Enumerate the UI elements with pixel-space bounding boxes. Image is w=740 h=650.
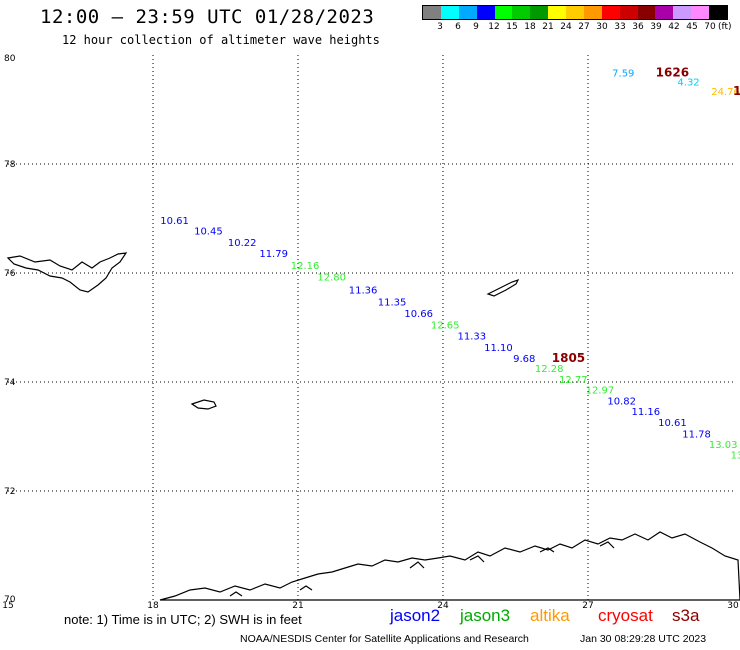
legend-value-label: 70 [704, 22, 716, 32]
unit-label: (ft) [718, 22, 732, 32]
legend-swatch [583, 6, 602, 19]
legend-swatch [673, 6, 692, 19]
wave-height-label: 11.33 [458, 331, 487, 342]
legend-value-label: 21 [542, 22, 554, 32]
bear-island [190, 399, 217, 410]
wave-height-label: 11.16 [632, 407, 661, 418]
color-swatches [422, 5, 728, 20]
svalbard-coast [6, 252, 128, 293]
legend-swatch [440, 6, 459, 19]
legend-value-label: 42 [668, 22, 680, 32]
legend-swatch [709, 6, 727, 19]
legend-swatch [530, 6, 549, 19]
legend-value-label: 18 [524, 22, 536, 32]
wave-height-label: 7.59 [612, 68, 634, 79]
coast-islands [229, 541, 615, 597]
satellite-jason2: jason2 [390, 606, 441, 625]
satellite-s3a: s3a [672, 606, 700, 625]
legend-swatch [637, 6, 656, 19]
legend-swatch [494, 6, 513, 19]
landmasses [6, 252, 740, 601]
legend-swatch [619, 6, 638, 19]
observation-time-label: 1( [733, 84, 740, 98]
legend-value-label: 30 [596, 22, 608, 32]
latitude-tick-label: 70 [4, 595, 16, 605]
observation-time-label: 1626 [656, 65, 689, 79]
wave-height-label: 12.65 [431, 321, 460, 332]
footer-note: note: 1) Time is in UTC; 2) SWH is in fe… [64, 612, 302, 627]
wave-height-label: 12.77 [559, 375, 588, 386]
longitude-tick-label: 15 [2, 601, 13, 611]
wave-height-label: 4.32 [677, 78, 699, 89]
wave-height-label: 10.45 [194, 226, 223, 237]
legend-swatch [423, 6, 441, 19]
wave-height-label: 11.79 [259, 249, 288, 260]
wave-height-label: 10.61 [658, 418, 687, 429]
longitude-tick-label: 27 [582, 601, 593, 611]
legend-swatch [655, 6, 674, 19]
latitude-tick-label: 76 [4, 269, 16, 279]
latitude-tick-label: 78 [4, 160, 16, 170]
wave-height-label: 24.76 [711, 87, 740, 98]
legend-value-label: 33 [614, 22, 626, 32]
wave-height-label: 10.66 [404, 309, 433, 320]
longitude-tick-label: 24 [437, 601, 449, 611]
longitude-tick-labels: 15 18 21 24 27 30 [2, 601, 739, 611]
legend-value-label: 45 [686, 22, 698, 32]
legend-value-label: 24 [560, 22, 572, 32]
longitude-tick-label: 18 [147, 601, 159, 611]
legend-value-label: 9 [473, 22, 479, 32]
wave-height-label: 10.82 [607, 396, 636, 407]
latitude-tick-label: 80 [4, 54, 16, 64]
legend-value-label: 36 [632, 22, 644, 32]
longitude-tick-label: 21 [292, 601, 303, 611]
legend-value-label: 3 [437, 22, 443, 32]
wave-height-label: 11.36 [349, 286, 378, 297]
legend-swatch [601, 6, 620, 19]
satellite-cryosat: cryosat [598, 606, 653, 625]
grid-lines [8, 55, 733, 600]
wave-height-label: 10.22 [228, 238, 257, 249]
wave-height-label: 11.78 [682, 430, 711, 441]
latitude-tick-labels: 80 78 76 74 72 70 [4, 54, 16, 605]
legend-swatch [548, 6, 566, 19]
wave-height-label: 11.10 [484, 343, 513, 354]
wave-height-label: 9.68 [513, 354, 535, 365]
legend-value-label: 27 [578, 22, 590, 32]
generation-timestamp: Jan 30 08:29:28 UTC 2023 [580, 633, 707, 645]
legend-value-label: 12 [488, 22, 500, 32]
kong-karls-land [486, 278, 520, 297]
wave-height-label: 11.35 [378, 298, 407, 309]
legend-value-label: 6 [455, 22, 461, 32]
latitude-tick-label: 74 [4, 378, 16, 388]
wave-height-label: 13.4 [731, 450, 740, 461]
legend-swatch [512, 6, 531, 19]
color-scale-labels: (ft) 3 6 9 12 15 18 21 24 27 30 33 36 39 42 45 70 [422, 20, 731, 34]
legend-value-label: 15 [506, 22, 518, 32]
longitude-tick-label: 30 [727, 601, 739, 611]
map-subtitle: 12 hour collection of altimeter wave hei… [62, 33, 380, 47]
wave-height-observations: 10.61 10.45 10.2211.7912.1612.8011.3611.35… [160, 65, 740, 461]
latitude-tick-label: 72 [4, 487, 15, 497]
legend-swatch [691, 6, 709, 19]
satellite-altika: altika [530, 606, 570, 625]
legend-value-label: 39 [650, 22, 662, 32]
wave-height-label: 13.03 [709, 440, 738, 451]
observation-time-label: 1805 [552, 351, 585, 365]
wave-height-label: 12.80 [317, 273, 346, 284]
color-scale-legend: (ft) 3 6 9 12 15 18 21 24 27 30 33 36 39 42 45 70 [422, 5, 732, 35]
norway-coast [159, 531, 740, 601]
wave-height-label: 10.61 [160, 216, 189, 227]
wave-height-label: 12.28 [535, 364, 564, 375]
legend-swatch [566, 6, 584, 19]
credit-line: NOAA/NESDIS Center for Satellite Applica… [240, 633, 529, 645]
wave-height-label: 12.16 [291, 261, 320, 272]
satellite-jason3: jason3 [460, 606, 511, 625]
wave-height-label: 12.97 [586, 385, 615, 396]
map-title: 12:00 – 23:59 UTC 01/28/2023 [40, 6, 375, 28]
legend-swatch [458, 6, 477, 19]
legend-swatch [476, 6, 495, 19]
